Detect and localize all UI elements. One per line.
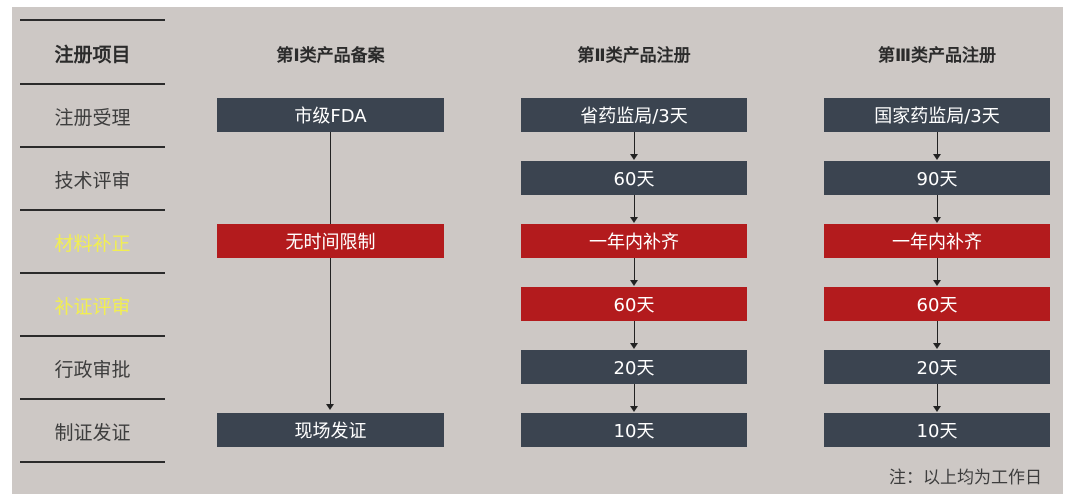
footnote: 注：以上均为工作日 [889,468,1042,488]
rule [20,146,165,148]
step-box: 60天 [824,287,1050,321]
row-label-supplement-review: 补证评审 [54,295,131,318]
step-box: 国家药监局/3天 [824,98,1050,132]
step-box: 无时间限制 [217,224,444,258]
flow-line [937,321,938,344]
flow-line [937,195,938,218]
rule [20,19,165,21]
rule [20,83,165,85]
row-header: 注册项目 [54,43,131,66]
arrow-head [933,343,941,349]
arrow-head [326,404,334,410]
flow-line [634,384,635,407]
step-box: 市级FDA [217,98,444,132]
step-box: 一年内补齐 [521,224,747,258]
step-box: 90天 [824,161,1050,195]
arrow-head [630,154,638,160]
arrow-head [933,154,941,160]
row-label-certificate-issuance: 制证发证 [54,421,131,444]
step-box: 20天 [824,350,1050,384]
row-label-material-correction: 材料补正 [54,232,131,255]
rule [20,398,165,400]
step-box: 现场发证 [217,413,444,447]
row-label-registration-acceptance: 注册受理 [54,106,131,129]
step-box: 10天 [521,413,747,447]
flow-line [634,321,635,344]
step-box: 10天 [824,413,1050,447]
arrow-head [933,280,941,286]
step-box: 60天 [521,287,747,321]
flow-line [634,195,635,218]
step-box: 20天 [521,350,747,384]
column-title-class-1: 第Ⅰ类产品备案 [276,45,385,66]
flow-line [634,132,635,155]
arrow-head [630,406,638,412]
flow-line [634,258,635,281]
arrow-head [630,280,638,286]
rule [20,461,165,463]
flow-line [937,132,938,155]
arrow-head [933,217,941,223]
row-label-administrative-approval: 行政审批 [54,358,131,381]
step-box: 省药监局/3天 [521,98,747,132]
rule [20,335,165,337]
flow-line [937,384,938,407]
rule [20,209,165,211]
step-box: 一年内补齐 [824,224,1050,258]
column-title-class-3: 第Ⅲ类产品注册 [877,45,997,66]
arrow-head [630,343,638,349]
arrow-head [630,217,638,223]
column-title-class-2: 第Ⅱ类产品注册 [577,45,691,66]
step-box: 60天 [521,161,747,195]
row-label-technical-review: 技术评审 [54,169,131,192]
arrow-head [933,406,941,412]
rule [20,272,165,274]
flow-line [330,132,331,407]
flow-line [937,258,938,281]
